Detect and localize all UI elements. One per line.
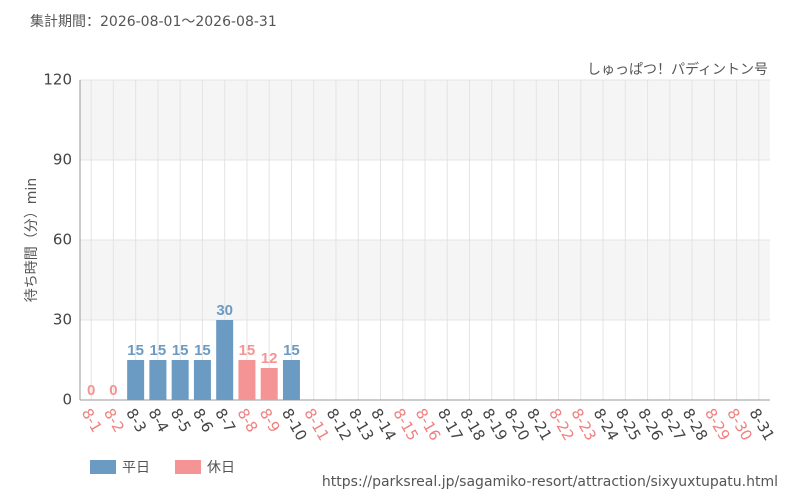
y-axis-label: 待ち時間（分）min — [24, 178, 40, 302]
y-tick-label: 60 — [53, 231, 72, 249]
bar — [260, 368, 278, 400]
x-tick-label: 8-1 — [78, 405, 106, 435]
x-tick-label: 8-4 — [145, 405, 173, 435]
x-tick-label: 8-9 — [256, 405, 284, 435]
value-label: 15 — [283, 342, 300, 359]
x-tick-label: 8-5 — [167, 405, 195, 435]
bar — [282, 360, 300, 400]
y-tick-label: 0 — [62, 391, 72, 409]
x-tick-label: 8-8 — [234, 405, 262, 435]
y-tick-label: 30 — [53, 311, 72, 329]
value-label: 0 — [109, 382, 117, 399]
bar — [238, 360, 256, 400]
bar — [171, 360, 189, 400]
x-tick-label: 8-3 — [122, 405, 150, 435]
value-label: 15 — [194, 342, 211, 359]
value-label: 30 — [216, 302, 233, 319]
value-label: 15 — [150, 342, 167, 359]
value-label: 0 — [87, 382, 95, 399]
bar — [216, 320, 234, 400]
y-tick-label: 90 — [53, 151, 72, 169]
chart-title: 集計期間：2026-08-01～2026-08-31 — [30, 13, 277, 30]
value-label: 12 — [261, 350, 278, 367]
y-tick-label: 120 — [43, 71, 72, 89]
x-tick-label: 8-6 — [189, 405, 217, 435]
legend-swatch — [175, 460, 201, 474]
value-label: 15 — [239, 342, 256, 359]
legend-label: 休日 — [207, 460, 235, 476]
bar — [149, 360, 167, 400]
bar — [193, 360, 211, 400]
subtitle: しゅっぱつ！パディントン号 — [587, 61, 768, 78]
legend-swatch — [90, 460, 116, 474]
value-label: 15 — [172, 342, 189, 359]
bar — [127, 360, 145, 400]
value-label: 15 — [127, 342, 144, 359]
source: https://parksreal.jp/sagamiko-resort/att… — [322, 474, 778, 490]
x-tick-label: 8-2 — [100, 405, 128, 435]
x-tick-label: 8-7 — [211, 405, 239, 435]
legend-label: 平日 — [122, 460, 150, 476]
